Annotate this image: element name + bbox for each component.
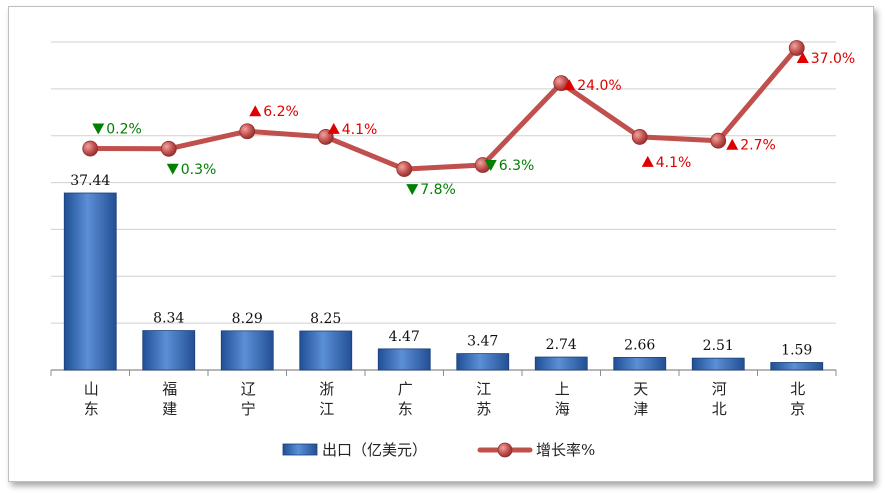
bar-value-label: 1.59	[781, 342, 812, 358]
legend-line-marker	[497, 442, 513, 458]
up-arrow-icon	[641, 155, 654, 167]
up-arrow-icon	[563, 79, 576, 91]
category-label: 东	[84, 400, 99, 418]
category-label: 广	[398, 380, 413, 398]
up-arrow-icon	[796, 52, 809, 63]
down-arrow-icon	[92, 123, 105, 135]
down-arrow-icon	[484, 160, 497, 172]
growth-rate-label: 37.0%	[811, 51, 855, 67]
growth-rate-label: 0.3%	[181, 162, 217, 178]
up-arrow-icon	[249, 105, 262, 117]
gridlines	[51, 41, 836, 324]
legend-bar-label: 出口（亿美元）	[322, 441, 427, 459]
category-label: 江	[476, 380, 491, 398]
bar	[142, 330, 196, 371]
category-label: 苏	[476, 400, 491, 418]
category-label: 福	[162, 380, 177, 398]
category-label: 东	[398, 400, 413, 418]
axis	[50, 369, 837, 376]
bar	[299, 330, 353, 371]
bar-value-label: 8.25	[310, 311, 341, 327]
category-label: 海	[555, 400, 570, 418]
category-label: 辽	[241, 380, 256, 398]
legend-line-label: 增长率%	[536, 441, 595, 459]
growth-marker	[631, 129, 648, 145]
growth-marker	[239, 123, 256, 140]
category-label: 浙	[319, 380, 334, 398]
growth-marker	[788, 40, 805, 56]
down-arrow-icon	[166, 163, 179, 175]
bar-value-label: 37.44	[70, 173, 110, 189]
category-label: 河	[712, 380, 727, 398]
down-arrow-icon	[406, 184, 419, 196]
growth-rate-label: 0.2%	[106, 122, 142, 138]
growth-rate-label: 4.1%	[656, 155, 692, 171]
growth-rate-label: 24.0%	[577, 78, 621, 94]
category-label: 北	[790, 380, 805, 398]
bar-value-label: 2.66	[624, 337, 655, 353]
growth-marker	[396, 161, 413, 177]
up-arrow-icon	[327, 122, 340, 134]
bar-value-label: 8.29	[232, 311, 263, 327]
growth-rate-label: 6.2%	[263, 104, 299, 120]
growth-rate-label: 2.7%	[740, 138, 776, 154]
growth-marker	[82, 140, 99, 157]
category-label: 京	[790, 400, 805, 418]
growth-line	[87, 45, 800, 172]
bar-value-label: 2.74	[546, 337, 577, 353]
bar	[534, 356, 588, 371]
chart-frame	[8, 6, 874, 482]
bar	[220, 330, 274, 371]
bar	[691, 357, 745, 371]
bar-value-label: 4.47	[389, 329, 420, 345]
category-label: 天	[633, 380, 648, 398]
bar	[770, 362, 824, 371]
line-series	[82, 40, 805, 177]
bar	[63, 192, 117, 371]
bar	[613, 357, 667, 371]
bar-series	[63, 192, 824, 371]
category-label: 上	[555, 380, 570, 398]
growth-rate-label: 6.3%	[499, 158, 535, 174]
category-label: 江	[319, 400, 334, 418]
bar-value-label: 2.51	[703, 338, 734, 354]
growth-rate-label: 4.1%	[342, 122, 378, 138]
bar	[456, 353, 510, 371]
legend-bar-swatch	[282, 443, 318, 456]
category-label: 宁	[241, 400, 256, 418]
growth-rate-label: 7.8%	[420, 182, 456, 198]
up-arrow-icon	[726, 138, 739, 150]
category-label: 山	[84, 380, 99, 398]
legend: 出口（亿美元） 增长率%	[282, 441, 595, 459]
labels: 37.44山东8.34福建8.29辽宁8.25浙江4.47广东3.47江苏2.7…	[70, 51, 855, 418]
bar-value-label: 3.47	[467, 334, 498, 350]
category-label: 建	[162, 400, 177, 418]
category-label: 北	[712, 400, 727, 418]
category-label: 津	[633, 400, 648, 418]
growth-marker	[160, 140, 177, 157]
growth-marker	[710, 132, 727, 149]
bar	[377, 348, 431, 371]
bar-value-label: 8.34	[153, 311, 184, 327]
